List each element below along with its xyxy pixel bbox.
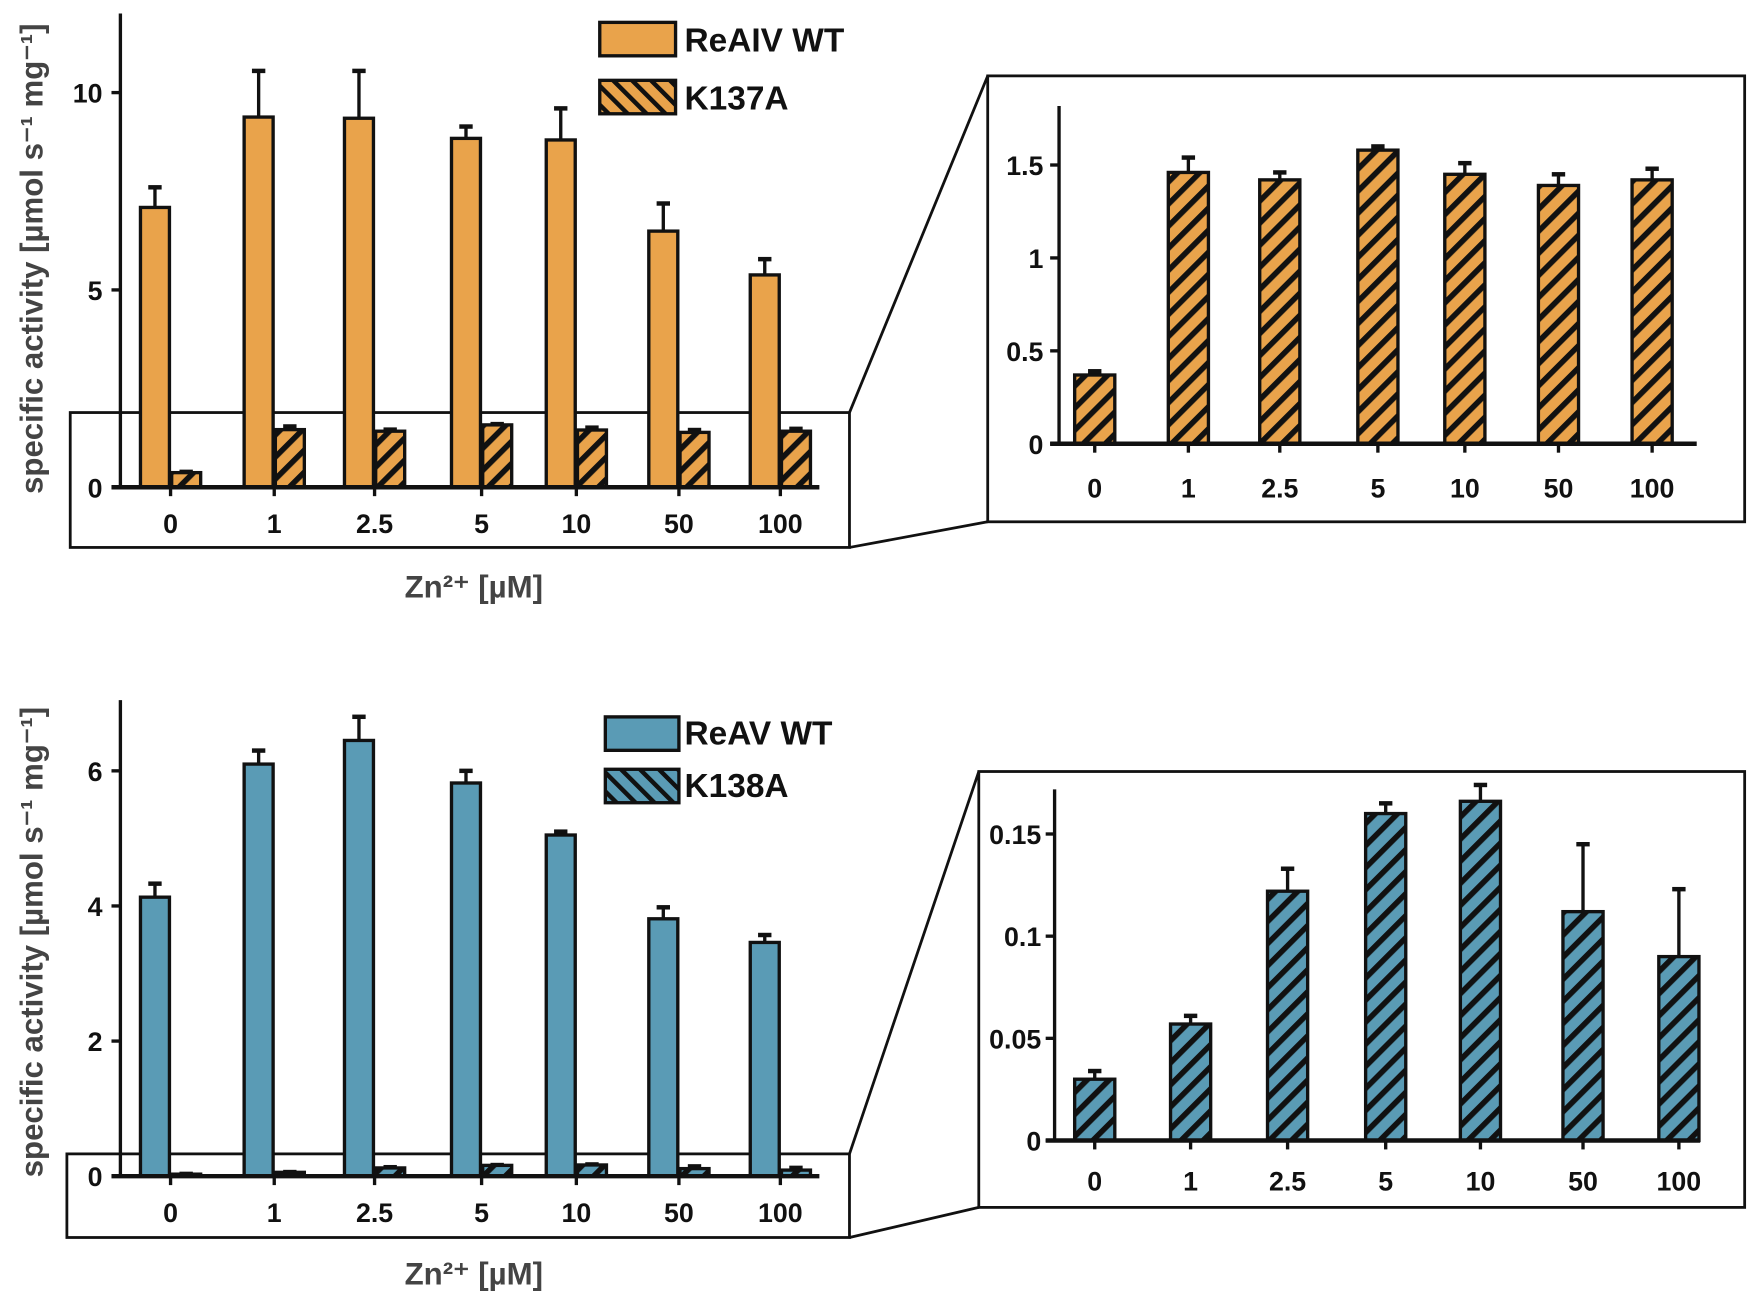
legend-label-wt: ReAV WT <box>684 716 833 753</box>
y-tick-label: 0 <box>1026 1127 1041 1157</box>
bar-mutant <box>1458 799 1503 1143</box>
top-legend: ReAIV WT K137A <box>598 20 845 117</box>
bar-wt <box>647 917 680 1178</box>
top-y-axis-title: specific activity [µmol s⁻¹ mg⁻¹] <box>14 23 49 494</box>
bottom-y-axis-title: specific activity [µmol s⁻¹ mg⁻¹] <box>14 707 49 1178</box>
bar-wt <box>748 273 781 489</box>
x-tick-label: 0 <box>1087 473 1102 503</box>
x-tick-label: 1 <box>1183 1167 1198 1197</box>
bar-wt <box>138 895 172 1178</box>
x-tick-label: 2.5 <box>1269 1167 1306 1197</box>
x-tick-label: 50 <box>1568 1167 1598 1197</box>
y-tick-label: 10 <box>73 79 103 109</box>
bar-mutant <box>1443 172 1487 446</box>
bar-mutant <box>273 427 307 489</box>
x-tick-label: 0 <box>163 1198 178 1228</box>
legend-swatch-wt <box>603 715 681 753</box>
bar-wt <box>242 762 275 1178</box>
bar-mutant <box>1657 954 1701 1143</box>
y-tick-label: 0.5 <box>1006 337 1043 367</box>
y-tick-label: 0 <box>88 1162 103 1192</box>
bar-wt <box>647 229 680 489</box>
bottom-inset-frame <box>977 770 1747 1209</box>
bar-wt <box>748 940 781 1178</box>
legend-swatch-mutant <box>598 78 678 116</box>
x-tick-label: 1 <box>267 509 282 539</box>
x-tick-label: 1 <box>267 1198 282 1228</box>
y-tick-label: 0.15 <box>989 820 1041 850</box>
bar-wt <box>544 833 577 1178</box>
bar-wt <box>342 738 376 1178</box>
x-tick-label: 100 <box>1630 473 1675 503</box>
x-tick-label: 10 <box>1466 1167 1496 1197</box>
top-x-axis-title: Zn²⁺ [µM] <box>405 570 543 605</box>
x-tick-label: 100 <box>758 509 803 539</box>
bar-wt <box>544 138 577 489</box>
x-tick-label: 5 <box>1370 473 1385 503</box>
bottom-x-axis-title: Zn²⁺ [µM] <box>405 1256 543 1291</box>
bar-mutant <box>1258 178 1302 446</box>
bar-mutant <box>481 423 514 489</box>
y-tick-label: 0.1 <box>1004 922 1041 952</box>
legend-label-mutant: K138A <box>684 768 788 805</box>
x-tick-label: 2.5 <box>356 509 393 539</box>
legend-swatch-wt <box>598 20 678 58</box>
legend-label-wt: ReAIV WT <box>684 22 844 59</box>
x-tick-label: 0 <box>163 509 178 539</box>
x-tick-label: 0 <box>1087 1167 1102 1197</box>
x-tick-label: 2.5 <box>1261 473 1298 503</box>
bar-wt <box>242 115 275 489</box>
bottom-legend: ReAV WT K138A <box>603 715 833 805</box>
bar-mutant <box>374 429 407 489</box>
legend-swatch-mutant <box>603 767 681 805</box>
bar-mutant <box>1536 183 1581 446</box>
bar-wt <box>342 116 376 489</box>
y-tick-label: 0.05 <box>989 1024 1041 1054</box>
bar-mutant <box>575 428 609 489</box>
bar-mutant <box>1166 170 1211 446</box>
x-tick-label: 2.5 <box>356 1198 393 1228</box>
x-tick-label: 50 <box>664 509 694 539</box>
panel-bottom-main: 0 2 4 6 0 1 2.5 5 10 50 100 <box>88 700 820 1228</box>
legend-label-mutant: K137A <box>684 80 788 117</box>
bar-mutant <box>678 430 711 489</box>
bar-mutant <box>1356 148 1400 446</box>
panel-top-inset: 0 0.5 1 1.5 0 1 2.5 5 10 50 100 <box>1006 105 1697 503</box>
bar-mutant <box>1561 909 1605 1143</box>
top-inset-frame <box>986 74 1747 524</box>
x-tick-label: 10 <box>561 1198 591 1228</box>
bar-mutant <box>1265 889 1310 1143</box>
y-tick-label: 0 <box>88 473 103 503</box>
y-tick-label: 6 <box>88 757 103 787</box>
x-tick-label: 100 <box>1657 1167 1702 1197</box>
x-tick-label: 50 <box>1544 473 1574 503</box>
panel-bottom-inset: 0 0.05 0.1 0.15 0 1 2.5 5 10 50 100 <box>989 782 1702 1197</box>
bar-wt <box>449 136 483 489</box>
y-tick-label: 1.5 <box>1006 151 1043 181</box>
bar-mutant <box>1072 373 1117 446</box>
x-tick-label: 10 <box>561 509 591 539</box>
x-tick-label: 1 <box>1181 473 1196 503</box>
y-tick-label: 0 <box>1029 430 1044 460</box>
x-tick-label: 5 <box>1378 1167 1393 1197</box>
y-tick-label: 4 <box>88 892 103 922</box>
x-tick-label: 10 <box>1450 473 1480 503</box>
y-tick-label: 2 <box>88 1027 103 1057</box>
bar-mutant <box>779 429 813 489</box>
bar-wt <box>138 205 172 489</box>
bar-mutant <box>1363 811 1408 1143</box>
x-tick-label: 5 <box>474 1198 489 1228</box>
bar-mutant <box>1072 1077 1117 1143</box>
y-tick-label: 1 <box>1029 244 1044 274</box>
bar-mutant <box>1168 1022 1213 1143</box>
x-tick-label: 5 <box>474 509 489 539</box>
x-tick-label: 50 <box>664 1198 694 1228</box>
x-tick-label: 100 <box>758 1198 803 1228</box>
y-tick-label: 5 <box>88 276 103 306</box>
bar-mutant <box>1630 178 1674 446</box>
bar-wt <box>449 781 483 1178</box>
